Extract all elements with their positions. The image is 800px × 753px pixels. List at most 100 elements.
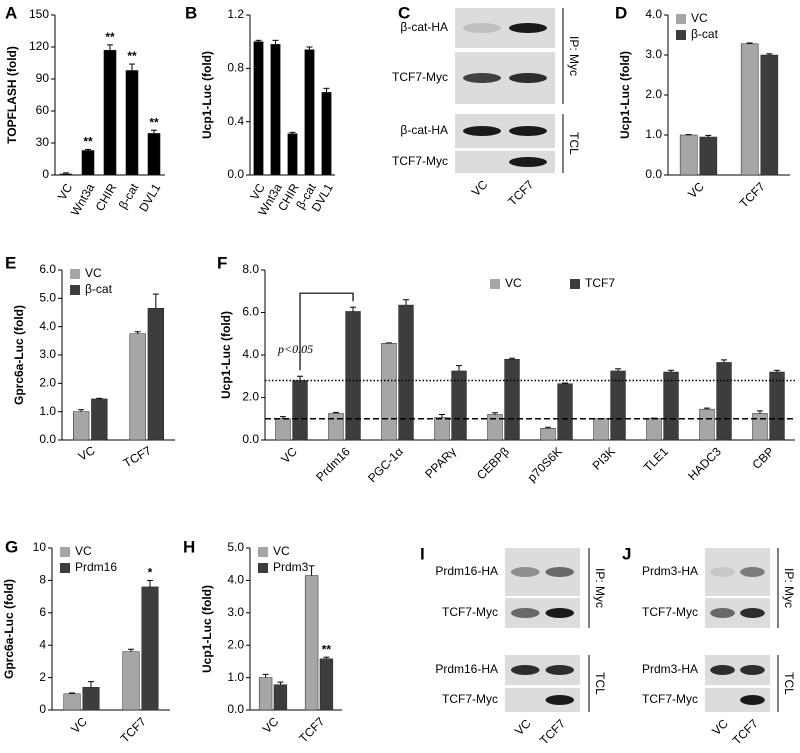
blot-row-label: TCF7-Myc <box>392 70 448 84</box>
legend-label: VC <box>75 544 92 558</box>
x-tick-label: p70S6K <box>525 444 565 484</box>
y-tick-label: 3.0 <box>227 605 244 619</box>
panel-letter: J <box>622 544 631 563</box>
legend-swatch <box>676 14 686 24</box>
y-axis-title: TOPFLASH (fold) <box>5 46 19 144</box>
bar <box>141 586 159 711</box>
blot-band <box>545 695 574 705</box>
bar <box>504 359 520 441</box>
bar <box>398 304 414 441</box>
y-tick-label: 6 <box>39 605 46 619</box>
bar <box>345 311 361 441</box>
y-tick-label: 5.0 <box>227 540 244 554</box>
y-tick-label: 0 <box>42 167 49 181</box>
bar <box>82 687 100 711</box>
y-tick-label: 150 <box>29 7 49 21</box>
group-label: IP: Myc <box>593 568 607 608</box>
x-tick-label: HADC3 <box>685 444 724 483</box>
x-tick-label: CBP <box>750 444 777 471</box>
panel-letter: H <box>183 537 195 556</box>
y-tick-label: 4 <box>39 637 46 651</box>
y-axis-title: Ucp1-Luc (fold) <box>200 585 214 673</box>
blot-band <box>710 567 735 577</box>
bar <box>610 370 626 441</box>
blot-band <box>509 157 547 167</box>
x-tick-label: Prdm16 <box>313 444 353 484</box>
blot-row-label: β-cat-HA <box>400 123 448 137</box>
x-tick-label: VC <box>76 443 98 464</box>
y-tick-label: 8 <box>39 573 46 587</box>
bar <box>91 398 108 441</box>
legend-swatch <box>490 279 500 289</box>
blot-band <box>511 665 540 675</box>
bar <box>319 658 334 711</box>
legend-swatch <box>570 279 580 289</box>
x-tick-label: VC <box>278 444 300 466</box>
y-axis-title: Ucp1-Luc (fold) <box>200 51 214 139</box>
legend-swatch <box>60 547 70 557</box>
lane-label: VC <box>709 716 731 738</box>
legend-swatch <box>70 269 80 279</box>
y-tick-label: 5.0 <box>39 291 56 305</box>
blot-band <box>545 608 574 618</box>
bar <box>72 411 90 441</box>
bar <box>103 49 117 176</box>
bar <box>129 333 146 441</box>
lane-label: VC <box>512 716 534 738</box>
x-tick-label: TCF7 <box>118 714 149 745</box>
group-label: TCL <box>593 672 607 695</box>
bar <box>292 380 308 441</box>
x-tick-label: PI3K <box>590 444 618 472</box>
x-tick-label: VC <box>68 714 90 736</box>
y-tick-label: 0 <box>39 702 46 716</box>
legend-swatch <box>60 563 70 573</box>
bar <box>321 92 332 176</box>
bar <box>593 418 609 441</box>
y-tick-label: 4.0 <box>242 347 259 361</box>
bar <box>679 134 698 176</box>
x-tick-label: TCF7 <box>121 443 154 470</box>
x-tick-label: TCF7 <box>296 714 327 745</box>
y-tick-label: 30 <box>36 135 50 149</box>
significance: ** <box>105 30 115 44</box>
bar <box>253 41 264 176</box>
bar <box>59 173 73 176</box>
panel-letter: D <box>615 3 627 22</box>
y-tick-label: 0.0 <box>227 702 244 716</box>
blot-band <box>710 665 735 675</box>
blot-band <box>740 608 765 618</box>
y-tick-label: 6.0 <box>39 262 56 276</box>
bar <box>328 413 344 441</box>
bar <box>699 136 718 176</box>
x-tick-label: CHIR <box>93 181 120 214</box>
blot-band <box>463 126 501 136</box>
bar <box>769 371 785 441</box>
bar <box>275 418 291 441</box>
x-tick-label: CEBPβ <box>474 444 512 482</box>
blot-band <box>509 23 547 33</box>
y-tick-label: 0.0 <box>227 167 244 181</box>
group-label: IP: Myc <box>782 568 796 608</box>
y-tick-label: 0.0 <box>242 432 259 446</box>
y-tick-label: 2.0 <box>242 390 259 404</box>
legend-swatch <box>258 563 268 573</box>
y-tick-label: 1.0 <box>227 670 244 684</box>
x-tick-label: TCF7 <box>737 179 768 210</box>
x-tick-label: DVL1 <box>136 181 163 214</box>
y-tick-label: 0.0 <box>39 432 56 446</box>
bar <box>381 343 397 441</box>
y-tick-label: 10 <box>33 540 47 554</box>
panel-letter: A <box>5 3 17 22</box>
blot-row-label: TCF7-Myc <box>442 605 498 619</box>
blot-row-label: TCF7-Myc <box>392 154 448 168</box>
blot-row-label: TCF7-Myc <box>442 692 498 706</box>
y-tick-label: 90 <box>36 71 50 85</box>
bar <box>740 43 759 176</box>
significance: ** <box>127 49 137 63</box>
y-axis-title: Ucp1-Luc (fold) <box>618 51 632 139</box>
bar <box>122 651 140 711</box>
bar <box>258 677 273 711</box>
y-tick-label: 1.2 <box>227 7 244 21</box>
blot-band <box>511 567 540 577</box>
